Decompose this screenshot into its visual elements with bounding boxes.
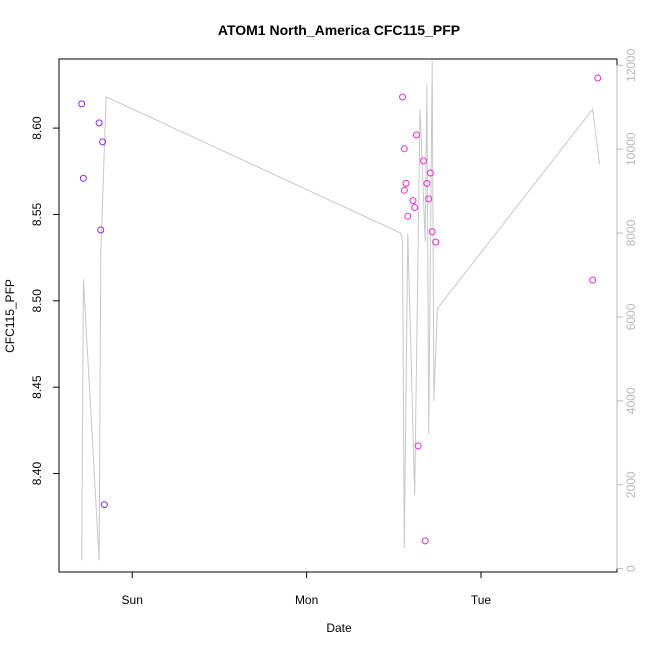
y-tick-label: 8.45 <box>30 375 44 399</box>
data-point <box>414 442 422 450</box>
x-tick-label: Sun <box>122 593 143 607</box>
data-point <box>95 119 103 127</box>
y-tick-label: 8.60 <box>30 116 44 140</box>
data-point <box>413 131 420 139</box>
y2-tick-label: 0 <box>624 565 638 572</box>
data-point <box>411 204 419 211</box>
data-point <box>97 226 105 234</box>
y2-tick-label: 8000 <box>624 219 638 246</box>
y-axis-left: 8.40 8.45 8.50 8.55 8.60 <box>30 116 60 486</box>
data-point <box>419 157 427 165</box>
data-point <box>421 537 429 545</box>
x-tick-label: Tue <box>471 593 492 607</box>
data-point <box>400 186 408 194</box>
data-point <box>402 179 410 187</box>
y-axis-right: 0 2000 4000 6000 8000 10000 12000 <box>616 48 638 572</box>
y2-tick-label: 12000 <box>624 48 638 82</box>
x-axis: Sun Mon Tue <box>122 571 492 607</box>
plot-frame <box>58 58 618 573</box>
point-series-layer <box>78 74 602 545</box>
x-axis-label: Date <box>326 621 352 635</box>
data-point <box>594 74 602 82</box>
data-point <box>100 501 108 509</box>
data-point <box>589 276 597 284</box>
data-point <box>399 93 406 101</box>
data-point <box>423 179 431 187</box>
chart-title: ATOM1 North_America CFC115_PFP <box>218 22 460 38</box>
y2-tick-label: 6000 <box>624 303 638 330</box>
x-tick-label: Mon <box>295 593 318 607</box>
y-tick-label: 8.50 <box>30 289 44 313</box>
data-point <box>400 145 408 153</box>
data-point <box>404 212 412 220</box>
data-point <box>432 238 440 246</box>
y-tick-label: 8.55 <box>30 202 44 226</box>
series-line <box>81 61 601 561</box>
y2-tick-label: 2000 <box>624 471 638 498</box>
y2-tick-label: 4000 <box>624 387 638 414</box>
y2-tick-label: 10000 <box>624 132 638 166</box>
data-point <box>425 195 433 203</box>
data-point <box>99 138 107 146</box>
line-series-layer <box>81 61 601 561</box>
y-axis-label: CFC115_PFP <box>3 279 17 353</box>
data-point <box>79 174 87 182</box>
data-point <box>409 197 417 205</box>
data-point <box>78 100 86 108</box>
y-tick-label: 8.40 <box>30 462 44 486</box>
data-point <box>428 228 436 236</box>
data-point <box>426 169 434 177</box>
